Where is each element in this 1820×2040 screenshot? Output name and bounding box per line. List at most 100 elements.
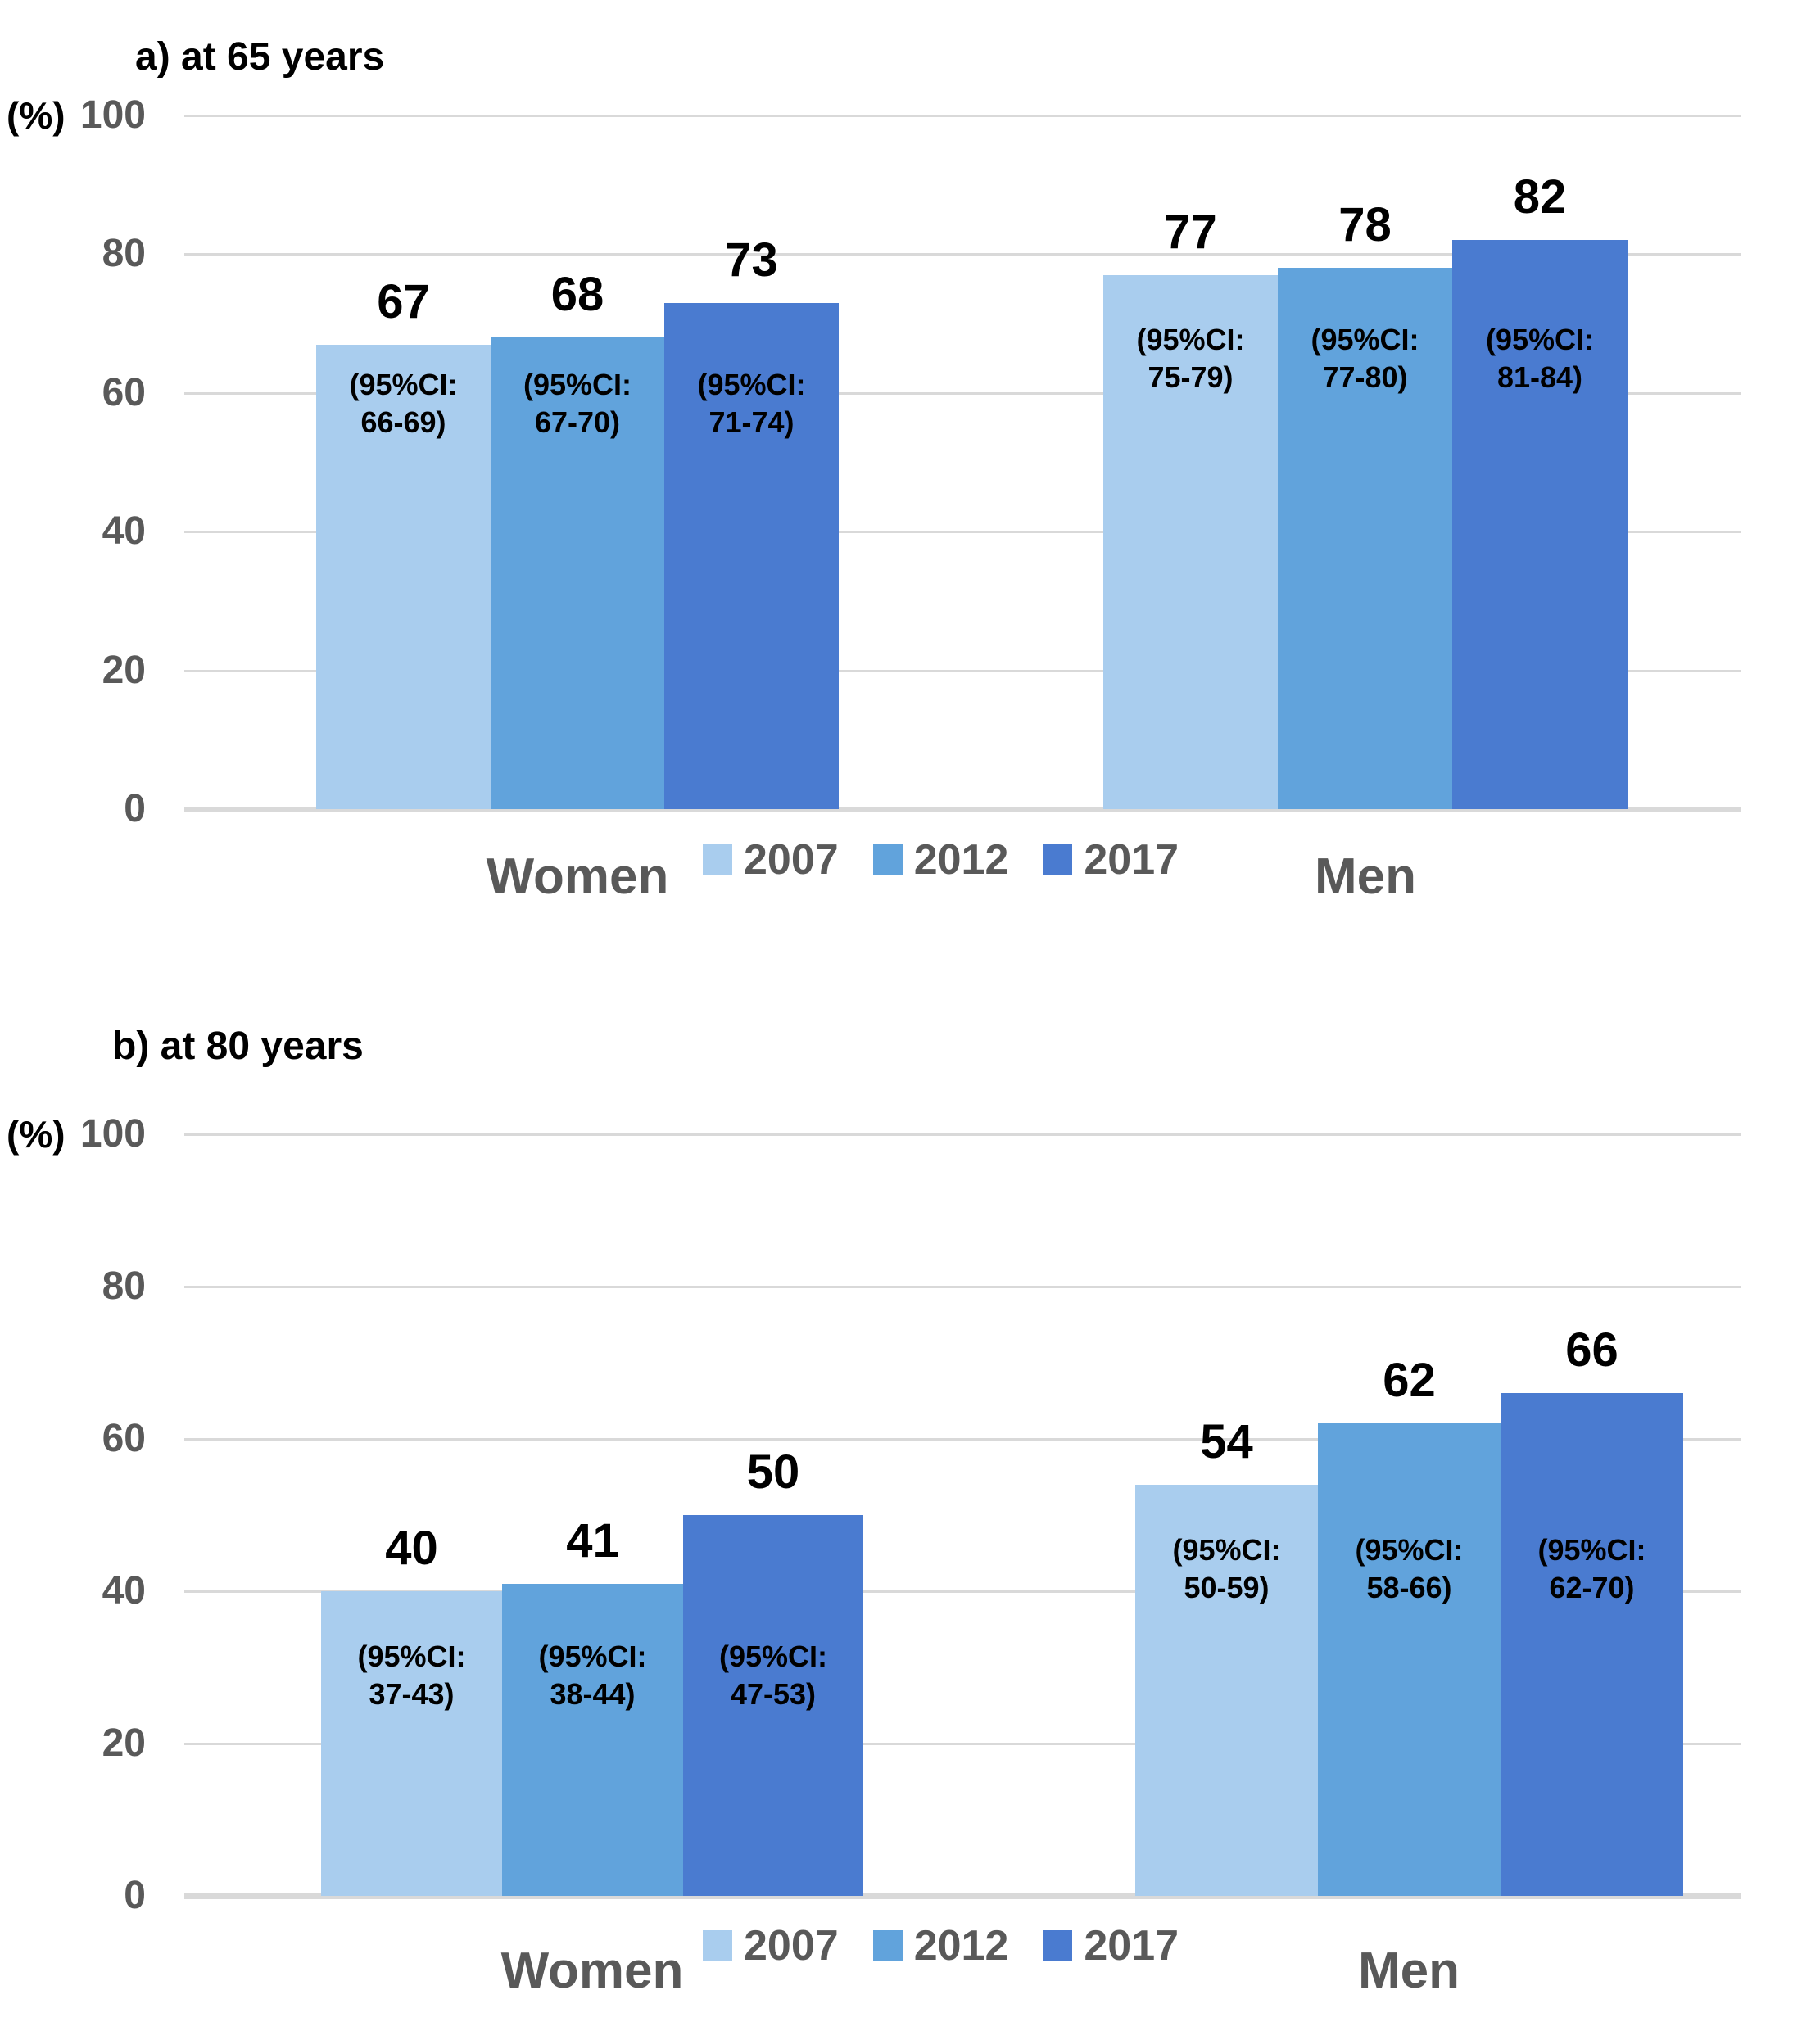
bar-2012-men (1318, 1423, 1501, 1896)
y-tick-label-100: 100 (79, 1112, 146, 1156)
legend-label-2012: 2012 (913, 836, 1009, 884)
ci-line-2: 38-44) (550, 1677, 636, 1711)
bar-value-label-2007-women: 40 (385, 1522, 438, 1575)
ci-line-2: 77-80) (1322, 360, 1408, 394)
bar-value-label-2017-women: 73 (725, 233, 778, 287)
legend-label-2007: 2007 (744, 836, 839, 884)
ci-line-1: (95%CI: (1311, 323, 1419, 356)
y-tick-label-80: 80 (102, 232, 146, 276)
ci-line-1: (95%CI: (1485, 323, 1595, 356)
legend: 2007 2012 2017 (703, 1920, 1179, 1972)
ci-line-1: (95%CI: (357, 1640, 466, 1673)
ci-line-1: (95%CI: (523, 368, 632, 401)
ci-label-2012-men: (95%CI: 58-66) (1318, 1531, 1501, 1607)
y-tick-label-80: 80 (102, 1264, 146, 1308)
bar-value-label-2012-women: 41 (566, 1513, 619, 1567)
ci-line-1: (95%CI: (1537, 1533, 1646, 1567)
ci-line-2: 50-59) (1184, 1571, 1270, 1604)
panel-b-title: b) at 80 years (112, 1025, 364, 1068)
bar-2007-women (321, 1591, 502, 1896)
ci-label-2012-women: (95%CI: 38-44) (502, 1638, 683, 1713)
category-label-women: Women (500, 1943, 684, 1999)
bar-2012-men (1278, 268, 1452, 809)
ci-label-2012-men: (95%CI: 77-80) (1278, 321, 1452, 396)
bar-value-label-2012-men: 62 (1383, 1354, 1436, 1408)
gridline-60 (184, 391, 1741, 395)
legend-item-2012: 2012 (872, 835, 1009, 884)
legend: 2007 2012 2017 (703, 834, 1179, 886)
legend-item-2007: 2007 (703, 835, 839, 884)
ci-label-2007-men: (95%CI: 75-79) (1103, 321, 1278, 396)
bar-2017-men (1501, 1393, 1683, 1896)
legend-swatch-2012 (872, 844, 903, 875)
ci-line-2: 58-66) (1366, 1571, 1452, 1604)
ci-line-2: 67-70) (534, 405, 621, 439)
x-axis-baseline (184, 807, 1741, 812)
category-label-women: Women (486, 848, 669, 905)
gridline-100 (184, 115, 1741, 117)
panel-b-percent-axis-label: (%) (7, 1113, 66, 1156)
y-tick-label-0: 0 (124, 1874, 146, 1917)
legend-swatch-2017 (1043, 844, 1073, 875)
ci-line-1: (95%CI: (1172, 1533, 1281, 1567)
legend-swatch-2007 (703, 844, 732, 875)
bar-2017-men (1452, 240, 1628, 809)
legend-item-2007: 2007 (703, 1921, 839, 1970)
panel-a-percent-axis-label: (%) (7, 94, 66, 137)
bar-value-label-2007-women: 67 (377, 274, 430, 328)
y-tick-label-60: 60 (102, 1417, 146, 1460)
ci-label-2007-men: (95%CI: 50-59) (1135, 1531, 1318, 1607)
bar-value-label-2017-men: 82 (1513, 170, 1567, 224)
gridline-80 (184, 253, 1741, 256)
y-tick-label-100: 100 (79, 93, 146, 137)
ci-label-2012-women: (95%CI: 67-70) (491, 366, 664, 441)
ci-label-2017-women: (95%CI: 71-74) (664, 366, 839, 441)
gridline-60 (184, 1438, 1741, 1441)
y-tick-label-20: 20 (102, 1721, 146, 1765)
ci-label-2017-men: (95%CI: 62-70) (1501, 1531, 1683, 1607)
legend-swatch-2012 (872, 1930, 903, 1961)
panel-a-title: a) at 65 years (135, 35, 385, 79)
y-tick-label-0: 0 (124, 787, 146, 830)
ci-line-1: (95%CI: (697, 368, 806, 401)
x-axis-baseline (184, 1893, 1741, 1899)
bar-value-label-2007-men: 77 (1164, 205, 1217, 259)
bar-value-label-2012-men: 78 (1338, 198, 1392, 252)
ci-line-1: (95%CI: (538, 1640, 647, 1673)
gridline-20 (184, 1743, 1741, 1745)
gridline-100 (184, 1133, 1741, 1136)
legend-item-2012: 2012 (872, 1921, 1009, 1970)
ci-line-2: 47-53) (730, 1677, 817, 1711)
category-label-men: Men (1358, 1943, 1460, 1999)
ci-label-2017-men: (95%CI: 81-84) (1452, 321, 1628, 396)
legend-item-2017: 2017 (1043, 1921, 1179, 1970)
bar-2007-women (316, 344, 491, 809)
y-tick-label-60: 60 (102, 370, 146, 414)
ci-line-2: 71-74) (709, 405, 795, 439)
legend-label-2017: 2017 (1084, 836, 1179, 884)
legend-label-2012: 2012 (913, 1922, 1009, 1970)
bar-2017-women (664, 302, 839, 809)
gridline-20 (184, 669, 1741, 672)
category-label-men: Men (1315, 848, 1416, 905)
y-tick-label-20: 20 (102, 648, 146, 692)
legend-swatch-2017 (1043, 1930, 1073, 1961)
ci-label-2007-women: (95%CI: 37-43) (321, 1638, 502, 1713)
legend-label-2007: 2007 (744, 1922, 839, 1970)
ci-label-2007-women: (95%CI: 66-69) (316, 366, 491, 441)
bar-value-label-2012-women: 68 (550, 268, 604, 322)
ci-line-2: 37-43) (369, 1677, 455, 1711)
bar-2012-women (502, 1583, 683, 1896)
ci-line-2: 75-79) (1148, 360, 1234, 394)
gridline-40 (184, 1590, 1741, 1593)
bar-value-label-2017-men: 66 (1565, 1323, 1619, 1377)
bar-value-label-2017-women: 50 (746, 1445, 800, 1499)
ci-line-1: (95%CI: (1355, 1533, 1464, 1567)
ci-line-1: (95%CI: (1136, 323, 1245, 356)
legend-label-2017: 2017 (1084, 1922, 1179, 1970)
ci-label-2017-women: (95%CI: 47-53) (683, 1638, 863, 1713)
bar-2007-men (1103, 274, 1278, 809)
